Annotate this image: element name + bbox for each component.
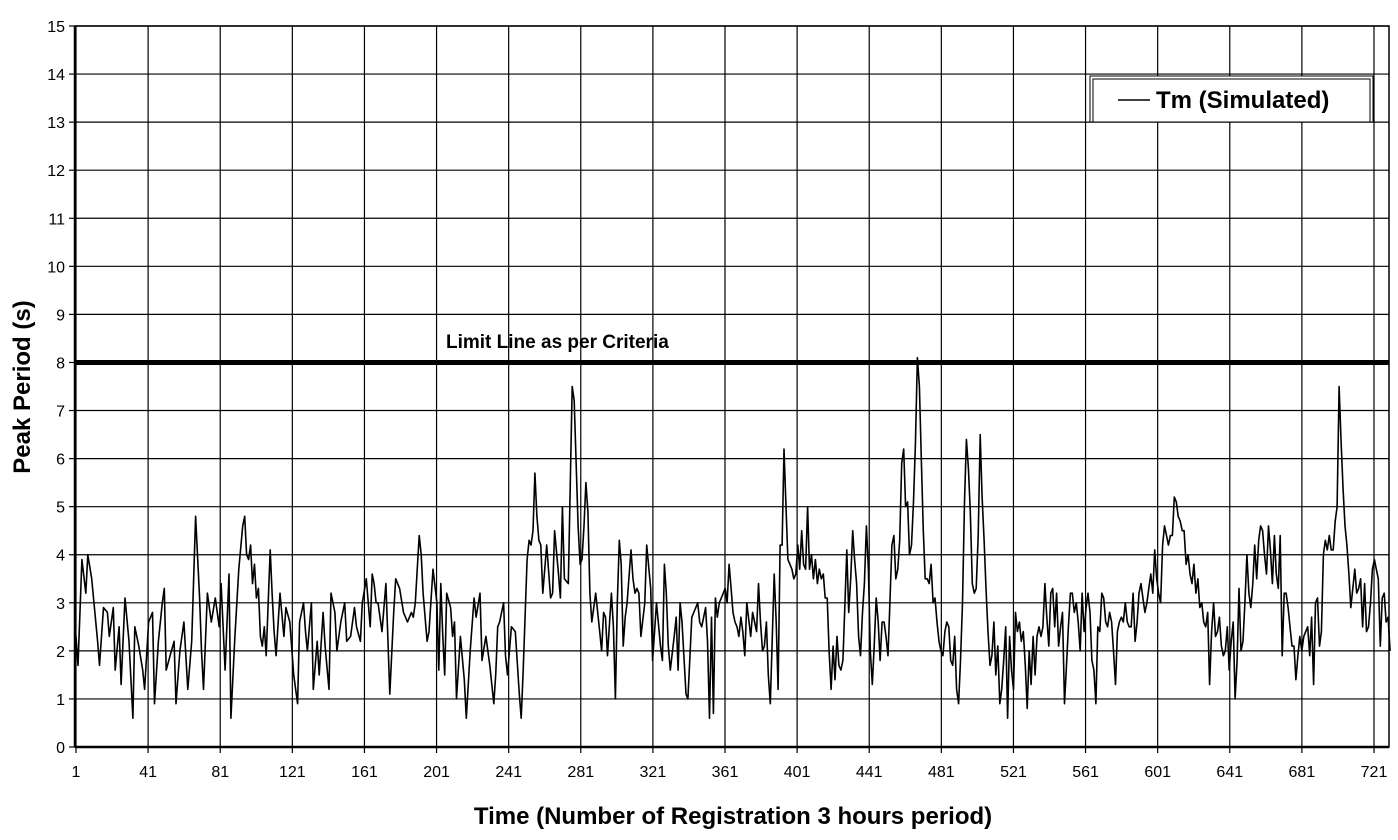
x-tick-label: 441 [856, 764, 883, 781]
x-tick-label: 41 [139, 764, 157, 781]
x-tick-label: 721 [1361, 764, 1388, 781]
y-tick-label: 10 [47, 259, 65, 276]
y-axis-title: Peak Period (s) [9, 300, 36, 473]
x-axis-title: Time (Number of Registration 3 hours per… [474, 803, 992, 830]
y-tick-label: 13 [47, 115, 65, 132]
x-tick-label: 401 [784, 764, 811, 781]
x-tick-label: 601 [1144, 764, 1171, 781]
x-tick-label: 161 [351, 764, 378, 781]
series-line-tm-simulated [75, 356, 1391, 719]
y-tick-label: 3 [56, 596, 65, 613]
y-tick-label: 7 [56, 404, 65, 421]
limit-line-annotation: Limit Line as per Criteria [446, 332, 669, 353]
x-tick-label: 201 [423, 764, 450, 781]
x-tick-label: 121 [279, 764, 306, 781]
x-tick-label: 321 [640, 764, 667, 781]
y-tick-label: 8 [56, 355, 65, 372]
x-tick-label: 281 [567, 764, 594, 781]
gridlines [75, 25, 1389, 748]
y-tick-label: 6 [56, 452, 65, 469]
x-tick-label: 561 [1072, 764, 1099, 781]
x-tick-label: 81 [211, 764, 229, 781]
y-tick-label: 4 [56, 548, 65, 565]
y-tick-label: 1 [56, 692, 65, 709]
y-tick-label: 9 [56, 307, 65, 324]
x-tick-label: 521 [1000, 764, 1027, 781]
y-tick-label: 15 [47, 19, 65, 36]
x-tick-label: 361 [712, 764, 739, 781]
plot-area-frame [74, 25, 1390, 748]
x-tick-label: 1 [72, 764, 81, 781]
x-tick-label: 481 [928, 764, 955, 781]
y-tick-label: 12 [47, 163, 65, 180]
y-tick-label: 2 [56, 644, 65, 661]
y-tick-label: 5 [56, 500, 65, 517]
x-tick-label: 681 [1289, 764, 1316, 781]
legend-label: Tm (Simulated) [1156, 87, 1329, 114]
x-axis-ticks: 1 41 81 121 161 201 241 281 321 361 401 441 481 521 56… [72, 747, 1388, 781]
legend: Tm (Simulated) [1089, 75, 1374, 123]
y-tick-label: 11 [48, 211, 65, 228]
x-tick-label: 641 [1216, 764, 1243, 781]
y-tick-label: 0 [56, 740, 65, 757]
y-tick-label: 14 [47, 67, 65, 84]
x-tick-label: 241 [495, 764, 522, 781]
